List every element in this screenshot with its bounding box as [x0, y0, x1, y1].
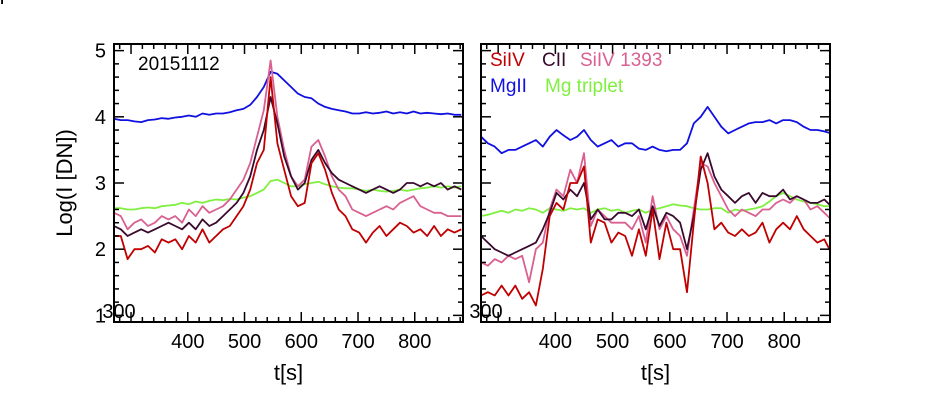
- panel-px2-frame: [480, 43, 831, 323]
- x-tick-label: 300: [102, 301, 135, 323]
- y-tick-label: 3: [95, 173, 106, 195]
- series-siiv-line: [481, 155, 830, 307]
- series-siiv-line: [114, 76, 462, 261]
- x-tick-label: 600: [653, 331, 686, 353]
- panel-px2-series: [481, 106, 830, 307]
- x-tick-label: 600: [285, 331, 318, 353]
- panel-px1-ticks: 300 400 500 600 700 800 1 2 3 4 5: [95, 41, 463, 353]
- panel-px2-xlabel: t[s]: [641, 360, 670, 385]
- x-tick-label: 300: [469, 301, 502, 323]
- x-tick-label: 400: [171, 331, 204, 353]
- y-tick-label: 1: [95, 305, 106, 327]
- legend-mgii: MgII: [490, 76, 527, 97]
- panel-px1-date-label: 20151112: [138, 54, 220, 75]
- legend-siiv: SiIV: [490, 50, 525, 71]
- x-tick-label: 700: [341, 331, 374, 353]
- panel-px1-series: [114, 59, 462, 261]
- series-mgii-line: [114, 70, 462, 123]
- x-tick-label: 500: [228, 331, 261, 353]
- x-tick-label: 700: [710, 331, 743, 353]
- y-tick-label: 2: [95, 239, 106, 261]
- panel-px1-ylabel: Log(I [DN]): [52, 129, 77, 237]
- series-mgii-line: [481, 106, 830, 155]
- y-tick-label: 5: [95, 41, 106, 63]
- x-tick-label: 400: [539, 331, 572, 353]
- panel-px1-label: px1: [0, 0, 31, 5]
- x-tick-label: 800: [768, 331, 801, 353]
- x-tick-label: 500: [596, 331, 629, 353]
- series-cii-line: [481, 152, 830, 257]
- legend-siiv-1393: SiIV 1393: [580, 50, 662, 71]
- series-cii-line: [114, 96, 462, 237]
- panel-px1-xlabel: t[s]: [274, 360, 303, 385]
- panel-px2: 300 400 500 600 700 800 t[s] px2 SiIV CII SiI…: [0, 0, 831, 385]
- panel-px2-ticks: 300 400 500 600 700 800: [469, 44, 831, 353]
- series-siiv-1393-line: [114, 59, 462, 231]
- legend-cii: CII: [542, 50, 566, 71]
- panel-px2-label: px2: [0, 0, 31, 5]
- series-siiv-1393-line: [481, 152, 830, 284]
- panel-px1: 300 400 500 600 700 800 1 2 3 4 5 t[s] Log(I [DN])…: [0, 0, 464, 385]
- legend-mg-triplet: Mg triplet: [545, 76, 624, 97]
- y-tick-label: 4: [95, 107, 106, 129]
- x-tick-label: 800: [398, 331, 431, 353]
